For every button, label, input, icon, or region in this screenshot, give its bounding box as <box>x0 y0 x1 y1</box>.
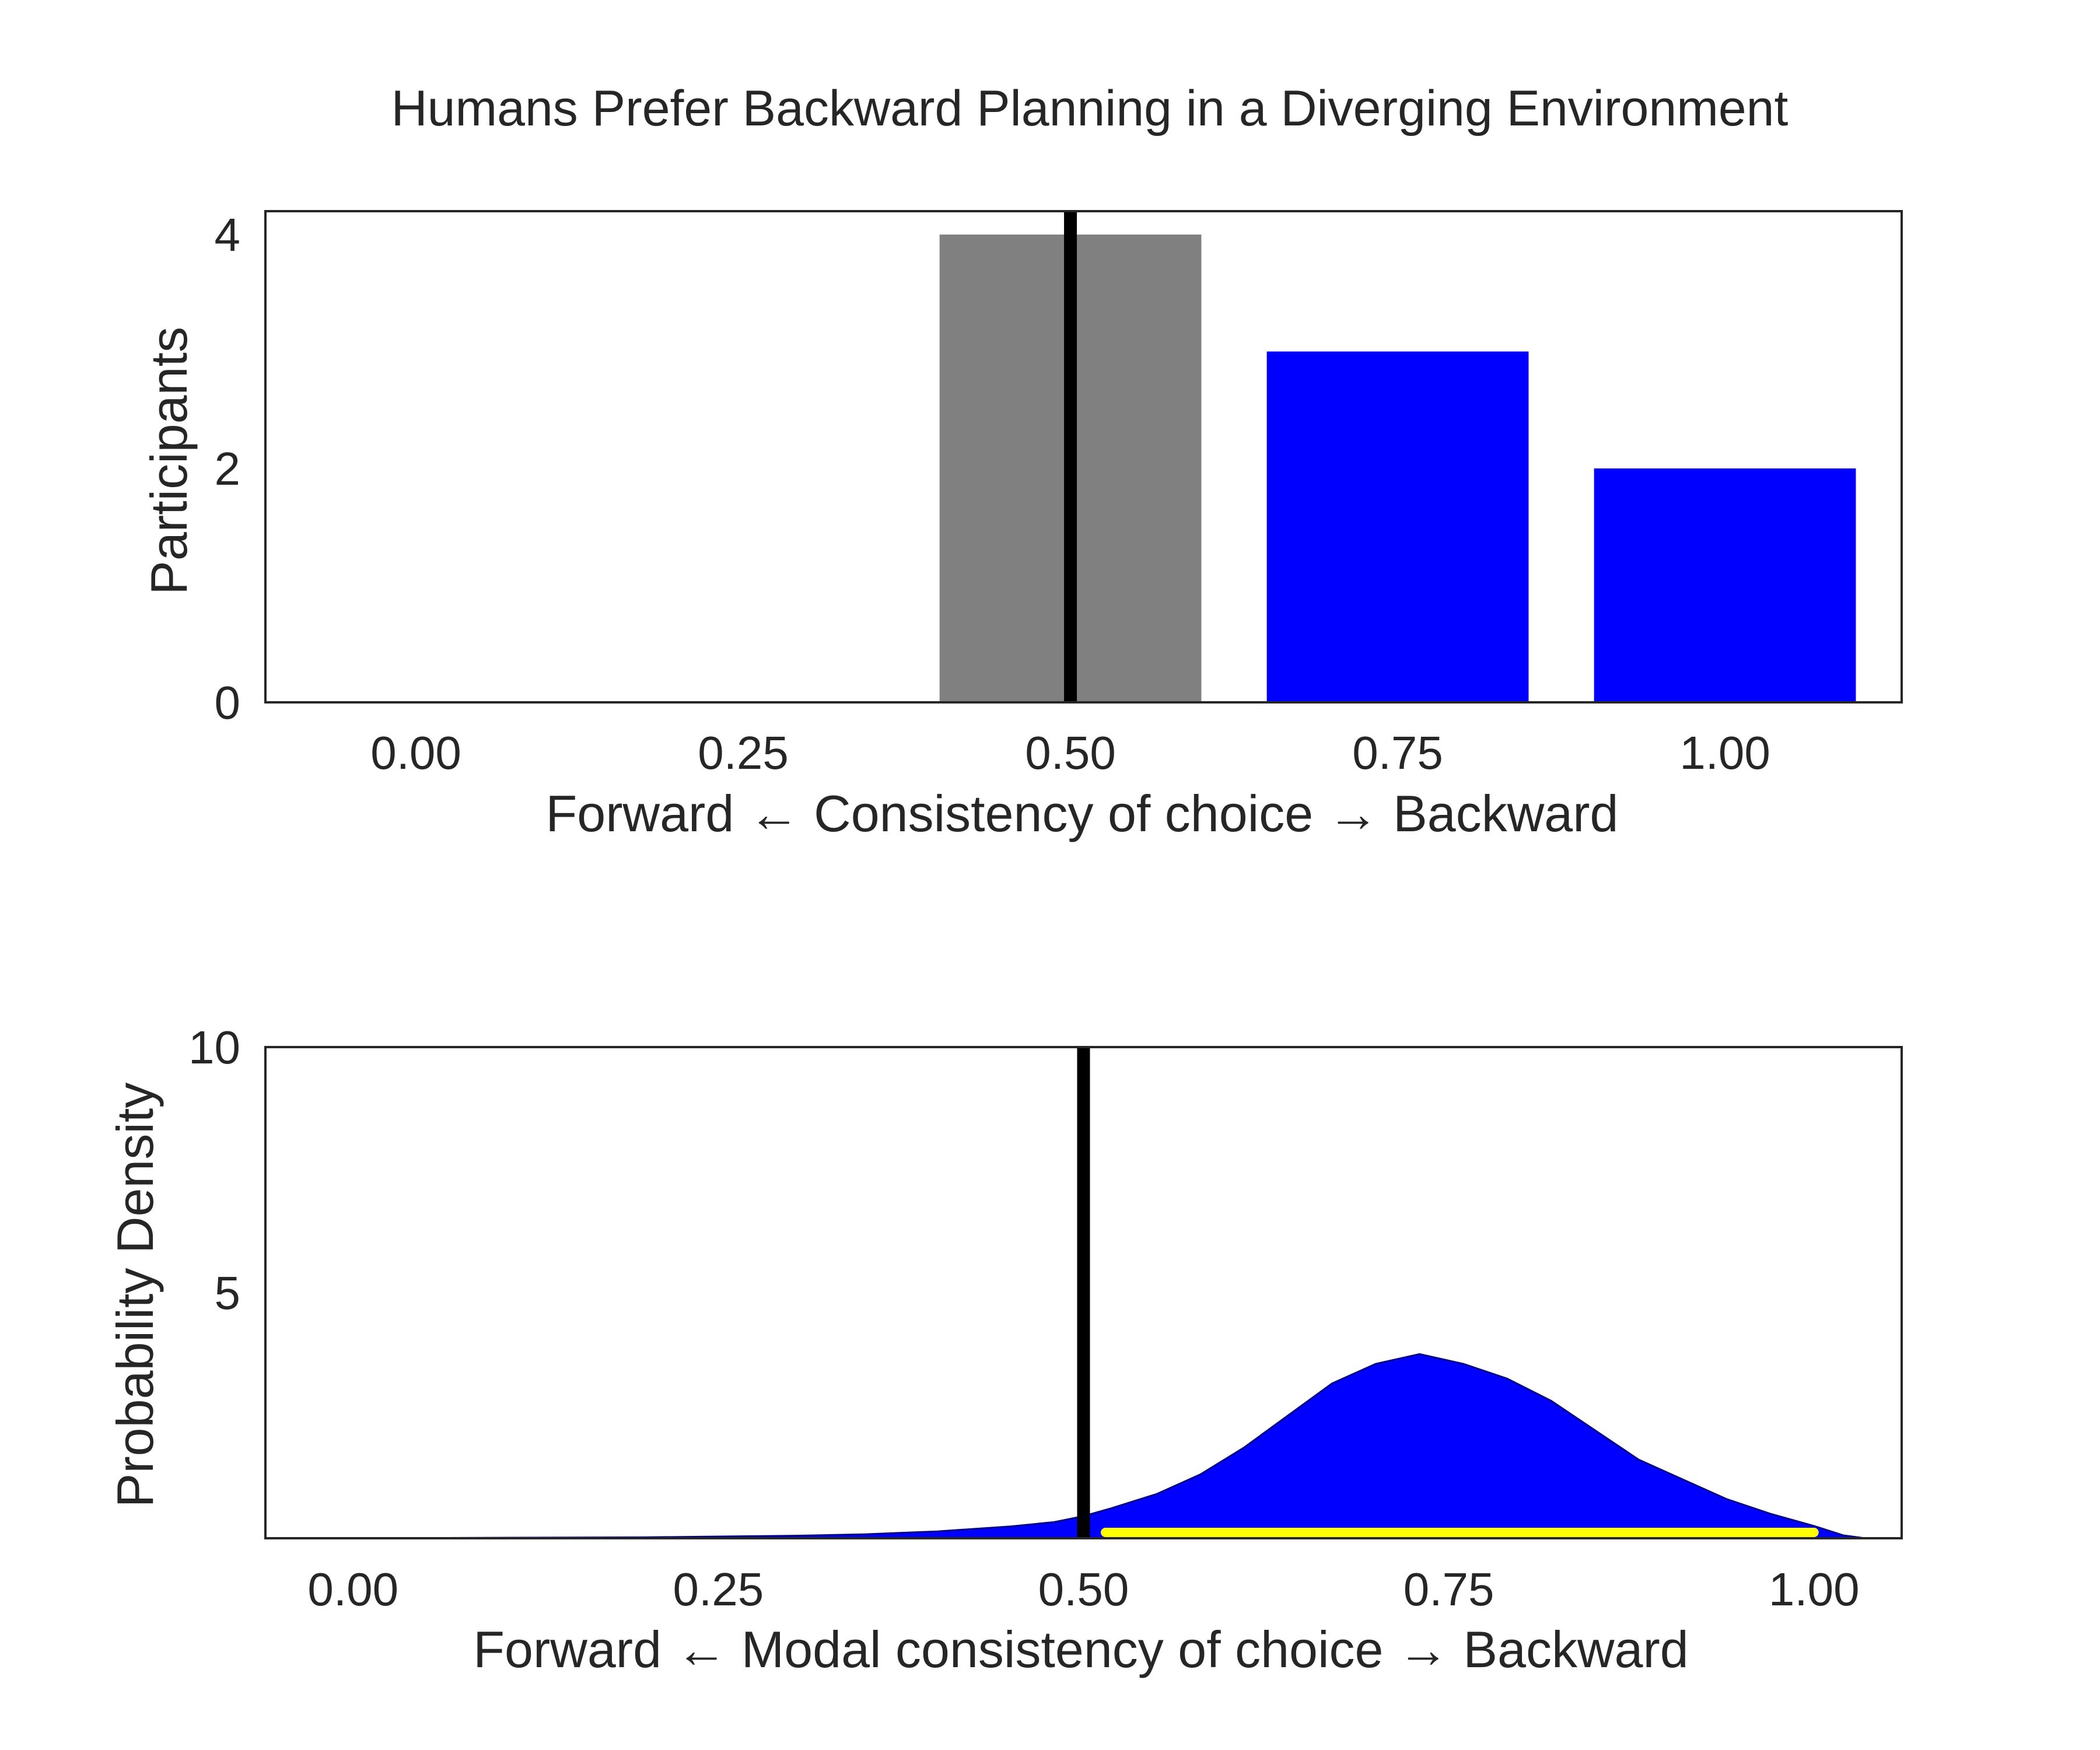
y-tick-label: 0 <box>215 677 241 729</box>
x-tick-label: 0.75 <box>1404 1563 1494 1615</box>
x-tick-label: 0.00 <box>370 727 461 779</box>
x-tick-label: 0.75 <box>1352 727 1443 779</box>
density-y-axis-label: Probability Density <box>106 1083 164 1508</box>
histogram-frame <box>264 210 1903 704</box>
x-tick-label: 0.50 <box>1025 727 1116 779</box>
density-panel: 0.00 0.25 0.50 0.75 1.00 5 10 Forward ← Modal … <box>106 1021 1903 1678</box>
x-tick-label: 1.00 <box>1679 727 1770 779</box>
x-tick-label: 0.25 <box>673 1563 764 1615</box>
histogram-plot-area <box>939 211 1856 703</box>
y-tick-label: 4 <box>215 209 241 261</box>
y-tick-label: 5 <box>215 1267 241 1319</box>
histogram-x-axis-label: Forward ← Consistency of choice → Backwa… <box>546 785 1619 842</box>
histogram-ticks: 0.00 0.25 0.50 0.75 1.00 0 2 4 <box>215 209 1770 779</box>
x-tick-label: 1.00 <box>1769 1563 1860 1615</box>
x-tick-label: 0.00 <box>307 1563 398 1615</box>
density-frame <box>264 1046 1903 1539</box>
density-x-axis-label: Forward ← Modal consistency of choice → … <box>473 1620 1688 1678</box>
x-tick-label: 0.25 <box>698 727 789 779</box>
histogram-y-axis-label: Participants <box>140 327 198 595</box>
density-ticks: 0.00 0.25 0.50 0.75 1.00 5 10 <box>188 1021 1860 1615</box>
density-plot-area <box>353 1047 1866 1539</box>
bar-1 <box>1266 351 1529 702</box>
histogram-panel: 0.00 0.25 0.50 0.75 1.00 0 2 4 Forward ← Consis… <box>140 209 1903 842</box>
figure-title: Humans Prefer Backward Planning in a Div… <box>391 80 1788 136</box>
density-area <box>353 1353 1866 1539</box>
y-tick-label: 2 <box>215 443 241 495</box>
bar-2 <box>1594 468 1856 702</box>
y-tick-label: 10 <box>188 1021 240 1073</box>
x-tick-label: 0.50 <box>1038 1563 1129 1615</box>
